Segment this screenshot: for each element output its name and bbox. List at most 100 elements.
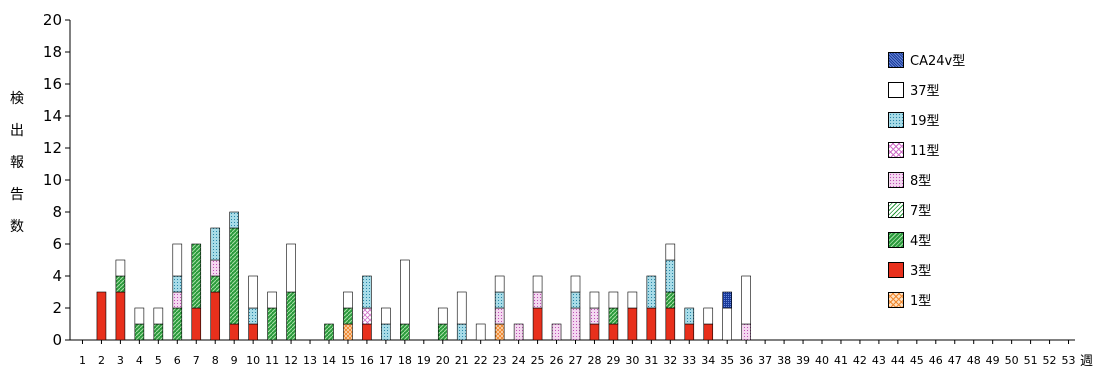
x-tick-label: 9: [231, 354, 238, 367]
bar-segment: [172, 243, 183, 277]
x-tick-label: 21: [455, 354, 469, 367]
bar-segment: [286, 291, 296, 341]
legend-swatch: [888, 262, 904, 278]
bar-segment: [570, 291, 581, 309]
legend-swatch: [888, 292, 904, 308]
legend-label: 11型: [910, 144, 940, 159]
bar-segment: [362, 323, 372, 341]
bar-segment: [267, 307, 277, 341]
x-tick-label: 33: [682, 354, 696, 367]
x-tick-label: 34: [701, 354, 715, 367]
x-tick-label: 15: [341, 354, 355, 367]
bar-segment: [134, 323, 145, 341]
bar-segment: [456, 291, 467, 325]
bar-segment: [703, 323, 714, 341]
legend-item: 37型: [888, 80, 1088, 102]
x-tick-label: 36: [739, 354, 753, 367]
bar-segment: [153, 323, 164, 341]
bar-segment: [134, 307, 145, 325]
bar-segment: [248, 275, 258, 309]
legend-swatch: [888, 112, 904, 128]
y-tick-label: 16: [43, 75, 62, 93]
x-tick-label: 11: [265, 354, 279, 367]
bar-segment: [172, 275, 183, 293]
bar-segment: [267, 291, 277, 309]
bar-segment: [248, 307, 258, 325]
y-tick-labels: 0 2 4 6 8 10 12 14 16 18 20: [43, 11, 62, 349]
legend-label: 7型: [910, 204, 932, 219]
bar-segment: [229, 323, 239, 341]
bar-segment: [741, 323, 751, 341]
bar-segment: [210, 291, 221, 341]
x-tick-label: 48: [967, 354, 981, 367]
bar-segment: [665, 259, 676, 293]
bar-segment: [627, 291, 638, 309]
x-tick-label: 14: [322, 354, 336, 367]
bar-segment: [210, 275, 221, 293]
bar-segment: [96, 291, 107, 341]
legend-label: CA24v型: [910, 54, 966, 69]
x-tick-labels: 1 2 3 4 5 6 7 8 9 10 11 12 13 14 15 16 17 18 19 20 21 22 23 24 2…: [79, 354, 1076, 367]
x-tick-label: 51: [1024, 354, 1038, 367]
x-tick-label: 40: [815, 354, 829, 367]
bar-segment: [210, 259, 221, 277]
x-tick-label: 49: [986, 354, 1000, 367]
x-tick-label: 42: [853, 354, 867, 367]
bar-segment: [400, 323, 410, 341]
legend-swatch: [888, 232, 904, 248]
bar-segment: [172, 291, 183, 309]
y-tick-label: 4: [52, 267, 62, 285]
bar-segment: [343, 291, 353, 309]
bar-segment: [722, 291, 732, 309]
x-tick-label: 41: [834, 354, 848, 367]
x-tick-label: 4: [136, 354, 143, 367]
x-tick-label: 53: [1062, 354, 1076, 367]
x-tick-label: 2: [98, 354, 105, 367]
x-tick-label: 3: [117, 354, 124, 367]
bar-segment: [475, 323, 486, 341]
legend-swatch: [888, 172, 904, 188]
bar-segment: [381, 307, 391, 325]
x-tick-label: 38: [777, 354, 791, 367]
legend-item: 1型: [888, 290, 1088, 312]
bar-segment: [608, 307, 619, 325]
x-tick-label: 24: [512, 354, 526, 367]
bar-segment: [229, 211, 239, 229]
y-tick-label: 0: [52, 331, 62, 349]
bar-segment: [456, 323, 467, 341]
legend-item: 11型: [888, 140, 1088, 162]
bar-segment: [437, 323, 448, 341]
x-tick-label: 23: [493, 354, 507, 367]
legend-label: 1型: [910, 294, 932, 309]
bars: [96, 211, 751, 341]
y-axis-label-char: 検: [10, 91, 24, 107]
bar-segment: [362, 275, 372, 309]
legend-label: 37型: [910, 84, 940, 99]
x-tick-label: 26: [550, 354, 564, 367]
x-tick-label: 39: [796, 354, 810, 367]
x-tick-label: 22: [474, 354, 488, 367]
x-tick-label: 6: [174, 354, 181, 367]
bar-segment: [362, 307, 372, 325]
bar-segment: [589, 291, 600, 309]
bar-segment: [722, 307, 732, 341]
bar-segment: [324, 323, 334, 341]
bar-segment: [551, 323, 562, 341]
bar-segment: [229, 227, 239, 325]
bar-segment: [703, 307, 714, 325]
legend-item: CA24v型: [888, 50, 1088, 72]
bar-segment: [532, 307, 543, 341]
y-tick-label: 12: [43, 139, 62, 157]
bar-segment: [191, 307, 202, 341]
x-tick-label: 44: [891, 354, 905, 367]
x-tick-label: 30: [625, 354, 639, 367]
bar-segment: [286, 243, 296, 293]
x-tick-label: 45: [910, 354, 924, 367]
x-tick-label: 47: [948, 354, 962, 367]
bar-segment: [494, 307, 505, 325]
legend-swatch: [888, 52, 904, 68]
legend-label: 19型: [910, 114, 940, 129]
bar-segment: [608, 291, 619, 309]
x-tick-label: 28: [587, 354, 601, 367]
